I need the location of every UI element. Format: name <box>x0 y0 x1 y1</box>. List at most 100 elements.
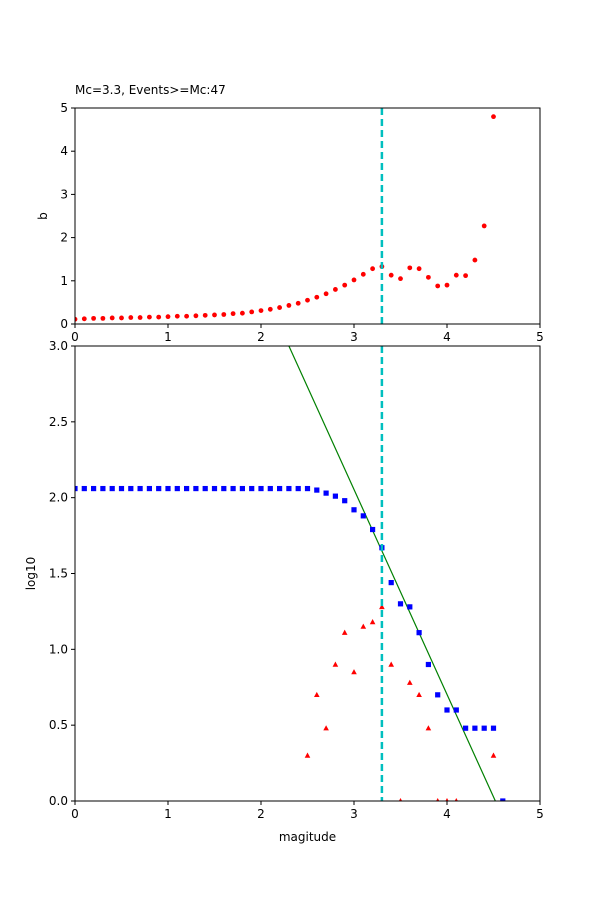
y-tick-label: 1.0 <box>49 642 68 656</box>
b-series0-point <box>314 294 320 300</box>
x-tick-label: 4 <box>443 807 451 821</box>
freq-series1-point <box>332 661 339 667</box>
y-tick-label: 5 <box>60 101 68 115</box>
freq-series0-point <box>109 485 115 492</box>
b-series0-point <box>119 315 124 321</box>
freq-series0-point <box>453 707 459 713</box>
freq-series0-point <box>137 485 143 492</box>
x-tick-label: 0 <box>71 807 79 821</box>
freq-series1-point <box>369 619 376 625</box>
b-series0-point <box>333 287 338 292</box>
freq-series0-point <box>444 707 450 713</box>
freq-series1-point <box>425 725 432 731</box>
freq-series0-point <box>165 485 171 492</box>
freq-series0-point <box>332 493 338 499</box>
freq-series0-point <box>360 513 366 519</box>
freq-series0-point <box>239 485 245 492</box>
frequency-magnitude-ticks: 0 1 2 3 4 5 0.0 0.5 1.0 1.5 2.0 2.5 3.0 <box>49 339 544 821</box>
b-series0-point <box>202 312 208 318</box>
freq-series0-point <box>100 485 106 492</box>
frequency-magnitude-panel: 0 1 2 3 4 5 0.0 0.5 1.0 1.5 2.0 2.5 3.0 magitude log… <box>24 339 544 844</box>
freq-series0-point <box>407 604 413 610</box>
freq-series0-point <box>490 725 497 731</box>
b-value-ticks: 0 1 2 3 4 5 0 1 2 3 4 5 <box>60 101 543 344</box>
x-tick-label: 1 <box>164 330 172 344</box>
freq-series1-point <box>490 752 497 758</box>
freq-series1-point <box>398 798 403 801</box>
b-series0-point <box>388 272 394 278</box>
freq-series0-point <box>397 601 404 607</box>
freq-series0-point <box>304 485 311 492</box>
b-series0-point <box>75 316 78 322</box>
b-series0-point <box>295 300 301 306</box>
freq-series1-point <box>323 725 329 731</box>
b-series0-point <box>165 314 171 320</box>
freq-series0-point <box>472 725 478 731</box>
y-tick-label: 2 <box>60 231 68 245</box>
b-series0-point <box>267 306 273 312</box>
freq-series1-point <box>314 691 320 698</box>
b-series0-point <box>398 276 403 282</box>
x-tick-label: 1 <box>164 807 172 821</box>
freq-series0-point <box>425 661 431 668</box>
b-series0-point <box>370 266 375 272</box>
b-series0-point <box>240 310 245 316</box>
freq-series0-point <box>156 485 162 492</box>
y-tick-label: 0 <box>60 317 68 331</box>
freq-series1-point <box>341 629 348 635</box>
b-series0-point <box>453 272 459 278</box>
b-series0-point <box>137 315 143 320</box>
y-tick-label: 2.5 <box>49 415 68 429</box>
b-series0-point <box>342 282 348 288</box>
freq-series1-point <box>351 669 357 675</box>
freq-series1-point <box>416 691 422 698</box>
freq-series0-point <box>211 485 218 492</box>
freq-series0-point <box>351 507 357 513</box>
b-series0-point <box>109 315 115 321</box>
freq-series0-point <box>463 725 469 731</box>
freq-series1-point <box>360 623 367 629</box>
b-series0-point <box>435 283 441 289</box>
b-series0-point <box>230 311 236 317</box>
freq-series0-point <box>193 485 199 492</box>
b-series0-point <box>351 277 357 283</box>
freq-series0-point <box>128 485 134 492</box>
b-axis-label: b <box>36 212 50 220</box>
freq-series0-point <box>500 798 506 801</box>
freq-series0-point <box>435 692 441 698</box>
x-tick-label: 4 <box>443 330 451 344</box>
x-tick-label: 5 <box>536 807 544 821</box>
freq-series1-point <box>445 798 449 801</box>
b-series0-point <box>463 273 468 279</box>
freq-series0-point <box>277 485 283 492</box>
b-series0-point <box>258 308 264 314</box>
y-tick-label: 1 <box>60 274 68 288</box>
x-axis-label: magitude <box>279 830 336 844</box>
x-tick-label: 3 <box>350 330 358 344</box>
b-series0-point <box>100 315 106 321</box>
y-tick-label: 3 <box>60 187 68 201</box>
b-series0-point <box>323 291 329 297</box>
x-tick-label: 0 <box>71 330 79 344</box>
panel-title: Mc=3.3, Events>=Mc:47 <box>75 83 226 97</box>
freq-series0-point <box>221 485 227 492</box>
b-series0-point <box>147 314 152 320</box>
freq-series1-point <box>379 603 385 610</box>
b-series0-point <box>184 313 190 319</box>
x-tick-label: 2 <box>257 807 265 821</box>
frequency-magnitude-axes-frame <box>74 345 541 802</box>
b-series0-point <box>286 303 292 308</box>
y-tick-label: 4 <box>60 144 68 158</box>
freq-series0-point <box>323 490 329 496</box>
b-value-plot-area <box>75 108 496 324</box>
y-tick-label: 2.0 <box>49 491 68 505</box>
b-value-axes-frame <box>74 107 541 325</box>
b-series0-point <box>212 312 217 318</box>
freq-series0-point <box>388 580 394 586</box>
b-series0-point <box>91 315 96 321</box>
freq-series0-point <box>481 725 487 731</box>
b-series0-point <box>277 305 282 310</box>
freq-series0-point <box>370 526 376 533</box>
x-tick-label: 3 <box>350 807 358 821</box>
freq-series0-point <box>146 485 152 492</box>
